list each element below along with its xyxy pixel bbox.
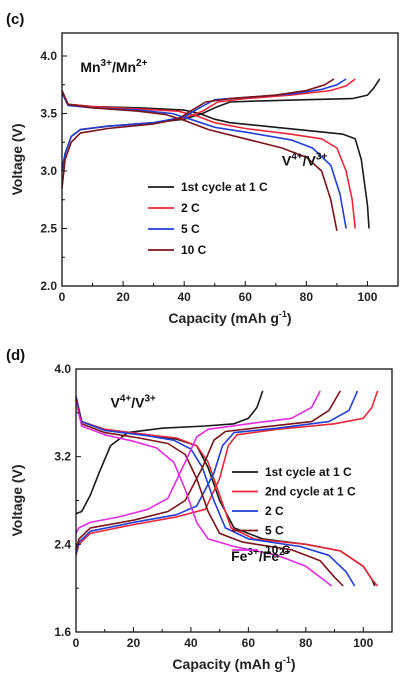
x-tick-label: 40	[184, 636, 198, 650]
series-line-charge	[61, 78, 347, 172]
plot-frame	[75, 368, 393, 633]
series-line-charge	[75, 390, 379, 556]
x-tick-label: 60	[239, 290, 253, 304]
x-tick-label: 80	[299, 636, 313, 650]
legend-label: 2nd cycle at 1 C	[265, 485, 356, 499]
legend-label: 1st cycle at 1 C	[181, 180, 268, 194]
y-tick-label: 2.4	[54, 537, 71, 551]
y-tick-label: 2.0	[40, 279, 57, 293]
series-line-discharge	[61, 90, 338, 231]
series-line-charge	[75, 390, 341, 551]
panel-c: (c) 0 20 40 60 80 100 2.0 2.5 3.0 3.5 4.0 Capacity (…	[6, 11, 399, 326]
legend-label: 5 C	[265, 524, 284, 538]
x-tick-label: 100	[353, 636, 373, 650]
legend-label: 10 C	[181, 243, 207, 257]
legend-label: 1st cycle at 1 C	[265, 465, 352, 479]
series-line-charge	[75, 390, 359, 554]
redox-annotation: Mn3+/Mn2+	[80, 58, 147, 75]
x-tick-label: 20	[127, 636, 141, 650]
y-tick-label: 2.5	[40, 222, 57, 236]
x-tick-label: 40	[178, 290, 192, 304]
y-tick-label: 3.5	[40, 107, 57, 121]
x-tick-label: 100	[357, 290, 377, 304]
x-tick-label: 80	[300, 290, 314, 304]
series-line-discharge	[75, 396, 356, 587]
series-line-charge	[75, 390, 264, 515]
series-line-discharge	[75, 399, 344, 587]
series-line-discharge	[61, 92, 356, 229]
x-axis-title: Capacity (mAh g-1)	[168, 309, 291, 326]
x-tick-label: 20	[116, 290, 130, 304]
legend-label: 10 C	[265, 543, 291, 557]
y-tick-label: 1.6	[54, 625, 71, 639]
series-line-charge	[75, 390, 321, 534]
x-tick-label: 60	[242, 636, 256, 650]
y-tick-label: 4.0	[54, 362, 71, 376]
panel-label: (d)	[6, 347, 25, 364]
x-axis-title: Capacity (mAh g-1)	[172, 655, 295, 672]
x-tick-label: 0	[59, 290, 66, 304]
series-line-discharge	[75, 396, 379, 587]
series-line-discharge	[75, 401, 333, 587]
y-axis-title: Voltage (V)	[9, 123, 25, 195]
redox-annotation: V4+/V3+	[110, 393, 156, 410]
y-tick-label: 3.0	[40, 164, 57, 178]
panel-d: (d) 0 20 40 60 80 100 1.6 2.4 3.2 4.0 Capacity (mAh…	[6, 347, 393, 672]
y-tick-label: 4.0	[40, 49, 57, 63]
y-axis-title: Voltage (V)	[9, 464, 25, 536]
legend-label: 2 C	[181, 201, 200, 215]
panel-label: (c)	[6, 11, 24, 28]
redox-annotation: V4+/V3+	[282, 151, 328, 168]
series-line-charge	[61, 78, 335, 189]
legend-label: 2 C	[265, 504, 284, 518]
series-line-charge	[61, 78, 381, 172]
redox-annotation: Fe3+/Fe2+	[231, 547, 291, 564]
x-tick-label: 0	[73, 636, 80, 650]
legend-label: 5 C	[181, 222, 200, 236]
y-tick-label: 3.2	[54, 450, 71, 464]
plot-frame	[61, 32, 399, 287]
